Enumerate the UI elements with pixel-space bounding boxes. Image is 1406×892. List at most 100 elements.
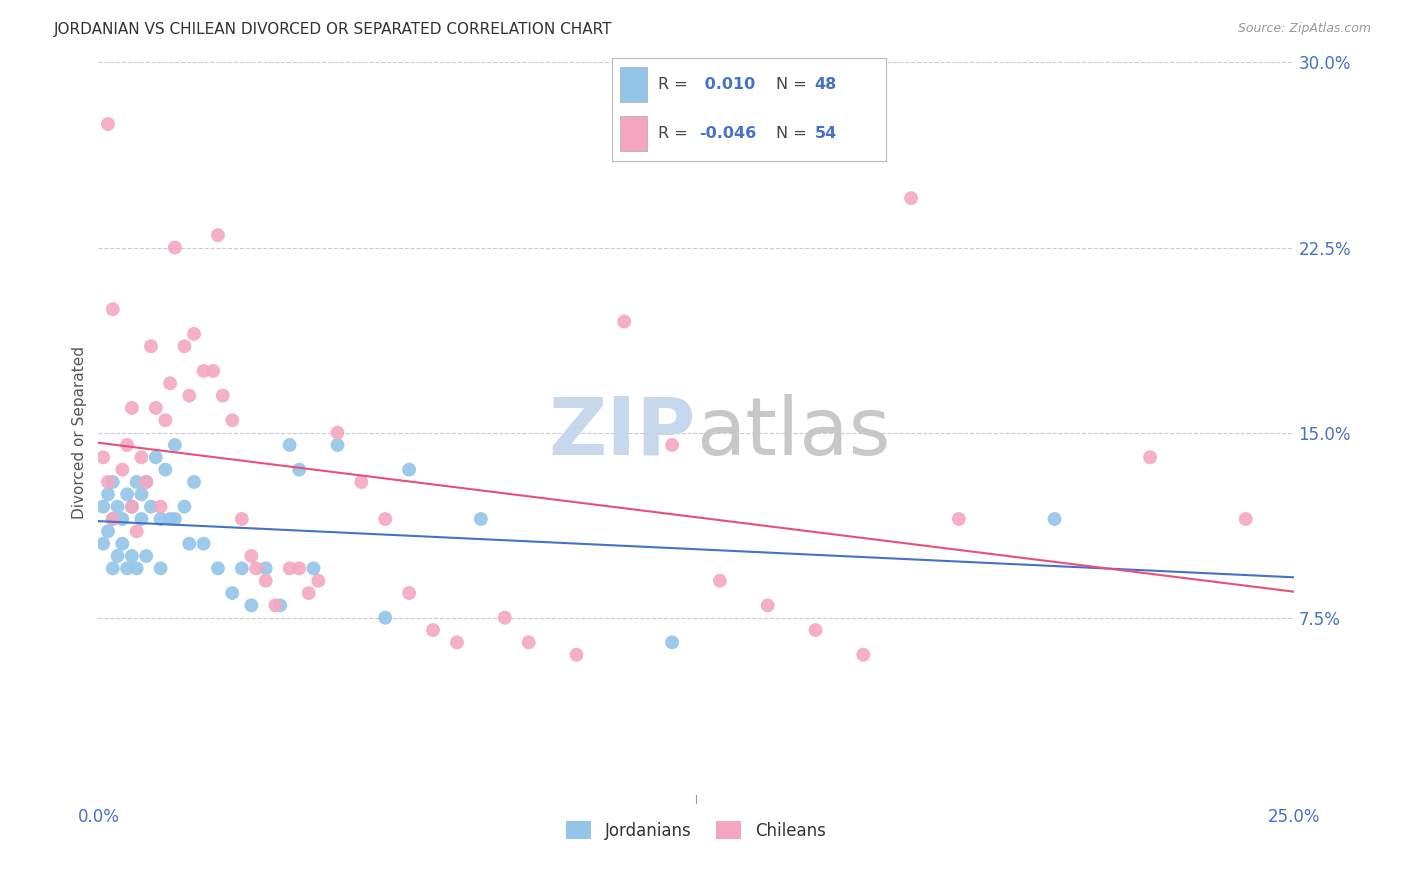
Y-axis label: Divorced or Separated: Divorced or Separated <box>72 346 87 519</box>
Point <box>91 450 114 465</box>
Point <box>121 401 143 415</box>
Point <box>231 561 253 575</box>
Point <box>101 561 124 575</box>
Point <box>231 512 253 526</box>
Bar <box>620 67 647 102</box>
Point <box>159 376 181 391</box>
Point <box>149 561 172 575</box>
Point <box>139 339 162 353</box>
Point <box>1234 512 1257 526</box>
Point <box>125 561 148 575</box>
Point <box>202 364 225 378</box>
Point <box>145 401 167 415</box>
Point <box>756 599 779 613</box>
Point <box>565 648 588 662</box>
Point <box>163 240 186 255</box>
Point <box>661 438 683 452</box>
Point <box>135 475 157 489</box>
Point <box>131 450 153 465</box>
Point <box>97 524 120 539</box>
Point <box>374 512 396 526</box>
Point <box>221 586 243 600</box>
Point <box>179 536 201 550</box>
Point <box>111 536 134 550</box>
Point <box>517 635 540 649</box>
Point <box>278 561 301 575</box>
Point <box>131 487 153 501</box>
Point <box>155 413 177 427</box>
Point <box>374 610 396 624</box>
Point <box>804 623 827 637</box>
Text: R =: R = <box>658 127 693 142</box>
Text: ZIP: ZIP <box>548 393 696 472</box>
Point <box>149 512 172 526</box>
Point <box>245 561 267 575</box>
Point <box>422 623 444 637</box>
Point <box>709 574 731 588</box>
Text: -0.046: -0.046 <box>699 127 756 142</box>
Point <box>173 339 195 353</box>
Point <box>661 635 683 649</box>
Point <box>111 512 134 526</box>
Bar <box>620 117 647 152</box>
Text: Source: ZipAtlas.com: Source: ZipAtlas.com <box>1237 22 1371 36</box>
Point <box>221 413 243 427</box>
Text: R =: R = <box>658 77 693 92</box>
Point <box>135 549 157 563</box>
Text: 48: 48 <box>814 77 837 92</box>
Point <box>101 512 124 526</box>
Point <box>613 314 636 328</box>
Point <box>307 574 329 588</box>
Point <box>121 549 143 563</box>
Point <box>125 475 148 489</box>
Point <box>107 500 129 514</box>
Point <box>183 475 205 489</box>
Text: 0.010: 0.010 <box>699 77 755 92</box>
Point <box>97 475 120 489</box>
Point <box>101 512 124 526</box>
Point <box>91 500 114 514</box>
Point <box>302 561 325 575</box>
Point <box>193 536 215 550</box>
Point <box>159 512 181 526</box>
Point <box>278 438 301 452</box>
Point <box>350 475 373 489</box>
Point <box>139 500 162 514</box>
Point <box>398 462 420 476</box>
Point <box>1139 450 1161 465</box>
Point <box>240 549 263 563</box>
Point <box>288 561 311 575</box>
Point <box>163 512 186 526</box>
Point <box>254 561 277 575</box>
Point <box>240 599 263 613</box>
Point <box>121 500 143 514</box>
Point <box>183 326 205 341</box>
Point <box>326 438 349 452</box>
Point <box>264 599 287 613</box>
Point <box>97 117 120 131</box>
Point <box>155 462 177 476</box>
Text: N =: N = <box>776 77 813 92</box>
Point <box>1043 512 1066 526</box>
Point <box>173 500 195 514</box>
Point <box>145 450 167 465</box>
Point <box>193 364 215 378</box>
Point <box>852 648 875 662</box>
Point <box>288 462 311 476</box>
Point <box>163 438 186 452</box>
Point <box>97 487 120 501</box>
Point <box>179 388 201 402</box>
Point <box>135 475 157 489</box>
Point <box>121 500 143 514</box>
Point <box>269 599 291 613</box>
Text: atlas: atlas <box>696 393 890 472</box>
Point <box>948 512 970 526</box>
Point <box>101 475 124 489</box>
Point <box>211 388 233 402</box>
Text: N =: N = <box>776 127 813 142</box>
Point <box>900 191 922 205</box>
Point <box>115 487 138 501</box>
Point <box>298 586 321 600</box>
Point <box>131 512 153 526</box>
Point <box>446 635 468 649</box>
